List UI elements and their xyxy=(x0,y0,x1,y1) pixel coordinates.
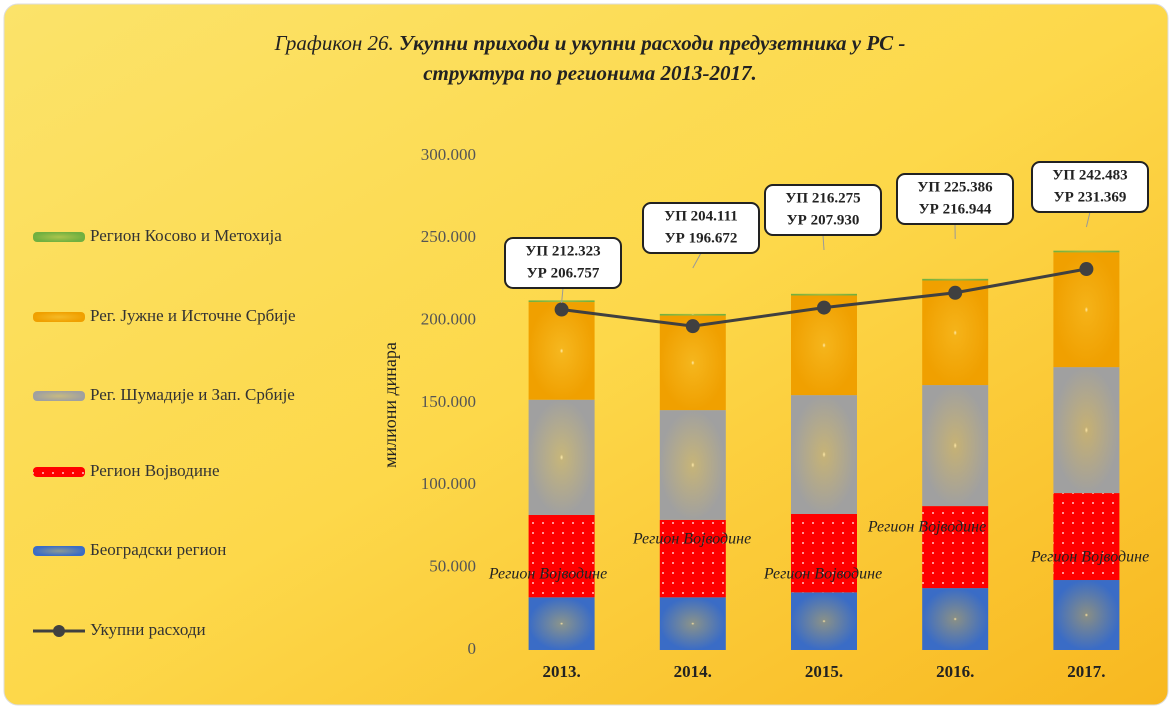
legend-label: Рег. Шумадије и Зап. Србије xyxy=(90,385,295,404)
callout-text: УП 212.323 xyxy=(525,243,600,259)
legend-swatch xyxy=(33,391,85,401)
bar-segment xyxy=(1053,367,1120,494)
line-marker xyxy=(948,285,963,300)
y-tick-label: 250.000 xyxy=(421,227,476,246)
legend-label: Рег. Јужне и Источне Србије xyxy=(90,306,296,325)
chart-title: структура по регионима 2013-2017. xyxy=(423,61,757,85)
legend-swatch xyxy=(53,625,65,637)
bar-segment xyxy=(791,513,857,593)
data-label: Регион Војводине xyxy=(763,566,882,583)
bar-segment xyxy=(528,597,595,650)
bar-segment xyxy=(922,588,989,650)
callout-connector xyxy=(822,234,825,251)
bar-segment xyxy=(922,385,989,507)
bar-segment xyxy=(659,519,726,598)
data-label: Регион Војводине xyxy=(867,519,986,536)
y-tick-label: 100.000 xyxy=(421,474,476,493)
callout-text: УП 225.386 xyxy=(917,179,993,195)
y-tick-label: 50.000 xyxy=(429,557,476,576)
callout-box xyxy=(642,202,760,254)
callout-text: УП 204.111 xyxy=(664,208,738,224)
callout-text: УП 242.483 xyxy=(1052,167,1127,183)
bar-segment xyxy=(791,592,857,650)
y-tick-label: 200.000 xyxy=(421,310,476,329)
callout-box xyxy=(764,184,882,236)
data-label: Регион Војводине xyxy=(632,531,751,548)
y-tick-label: 0 xyxy=(468,639,477,658)
bar-segment xyxy=(528,302,595,400)
callout-text: УР 196.672 xyxy=(665,230,738,246)
bar-segment xyxy=(1053,493,1120,581)
legend-swatch xyxy=(33,467,85,477)
legend-swatch xyxy=(33,546,85,556)
callout-connector xyxy=(561,287,564,304)
x-tick-label: 2015. xyxy=(805,662,843,681)
callout-box xyxy=(896,173,1014,225)
callout-text: УР 206.757 xyxy=(527,265,600,281)
line-marker xyxy=(817,300,831,315)
data-label: Регион Војводине xyxy=(1030,549,1149,566)
bar-segment xyxy=(1053,580,1120,650)
legend-swatch xyxy=(33,312,85,322)
bar-segment xyxy=(922,278,989,281)
line-marker xyxy=(554,302,569,317)
x-tick-label: 2014. xyxy=(674,662,712,681)
bar-segment xyxy=(922,506,989,589)
legend-label: Укупни расходи xyxy=(90,620,206,639)
bar-segment xyxy=(1053,250,1120,253)
bar-segment xyxy=(791,395,857,514)
legend-label: Београдски регион xyxy=(90,540,226,559)
callout-connector xyxy=(692,252,702,269)
callout-box xyxy=(1031,161,1149,213)
bar-segment xyxy=(659,313,726,316)
x-tick-label: 2013. xyxy=(542,662,580,681)
y-axis-label: милиони динара xyxy=(380,342,400,468)
chart-title: Графикон 26. Укупни приходи и укупни рас… xyxy=(274,31,906,55)
callout-box xyxy=(504,237,622,289)
line-marker xyxy=(1079,262,1094,277)
legend-label: Регион Косово и Метохија xyxy=(90,226,282,245)
callout-text: УР 231.369 xyxy=(1054,189,1127,205)
bar-segment xyxy=(791,293,857,296)
bar-segment xyxy=(659,410,726,520)
legend-swatch xyxy=(33,232,85,242)
bar-segment xyxy=(659,597,726,650)
x-tick-label: 2016. xyxy=(936,662,974,681)
callout-text: УР 207.930 xyxy=(787,212,860,228)
x-tick-label: 2017. xyxy=(1067,662,1105,681)
callout-text: УП 216.275 xyxy=(785,190,860,206)
callout-text: УР 216.944 xyxy=(919,201,992,217)
legend-label: Регион Војводине xyxy=(90,461,220,480)
line-marker xyxy=(685,319,700,334)
y-tick-label: 150.000 xyxy=(421,392,476,411)
y-tick-label: 300.000 xyxy=(421,145,476,164)
bar-segment xyxy=(528,399,595,515)
bar-segment xyxy=(528,514,595,598)
callout-connector xyxy=(1085,211,1091,228)
data-label: Регион Војводине xyxy=(488,566,607,583)
